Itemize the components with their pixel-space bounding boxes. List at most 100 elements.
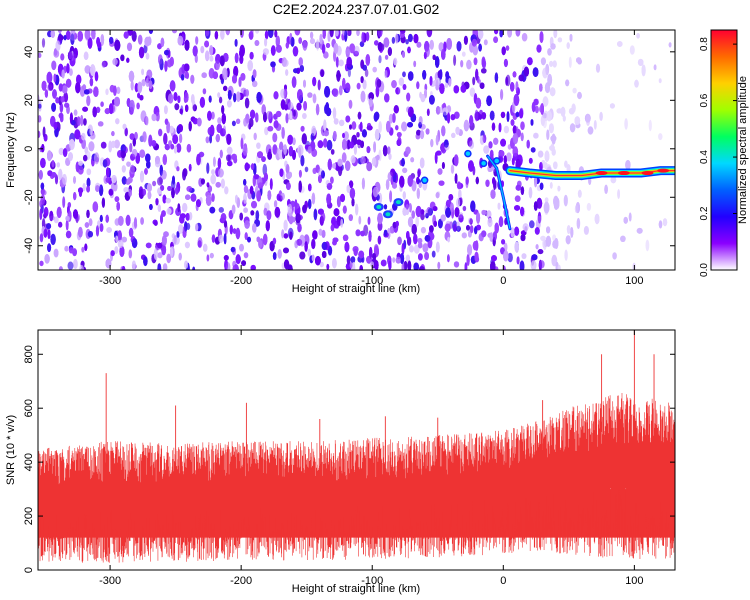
spectrogram-cell xyxy=(547,73,553,86)
spectrogram-cell xyxy=(196,117,202,127)
spectrogram-cell xyxy=(202,88,207,95)
spectrogram-cell xyxy=(353,144,357,155)
spectrogram-cell xyxy=(131,260,136,270)
spectrogram-cell xyxy=(409,245,414,253)
spectrogram-cell xyxy=(424,252,429,260)
spectrogram-cell xyxy=(281,126,285,139)
spectrogram-cell xyxy=(407,216,414,228)
spectrogram-cell xyxy=(547,48,552,56)
spectrogram-cell xyxy=(58,147,64,156)
y-tick-label: 0 xyxy=(23,146,35,152)
spectrogram-cell xyxy=(129,106,134,115)
spectrogram-cell xyxy=(53,121,58,130)
spectrogram-cell xyxy=(117,215,124,226)
spectrogram-cell xyxy=(410,157,415,163)
spectrogram-cell xyxy=(73,192,77,201)
spectrogram-cell xyxy=(450,164,455,174)
spectrogram-cell xyxy=(142,131,147,143)
spectrogram-cell xyxy=(209,45,214,56)
spectrogram-cell xyxy=(218,234,224,243)
spectrogram-cell xyxy=(115,235,119,243)
spectrogram-cell xyxy=(108,188,114,196)
spectrogram-cell xyxy=(114,196,120,203)
signal-blob xyxy=(464,149,472,158)
spectrogram-cell xyxy=(210,174,216,185)
spectrogram-cell xyxy=(296,238,303,246)
spectrogram-cell xyxy=(112,58,118,66)
spectrogram-cell xyxy=(323,119,327,132)
spectrogram-cell xyxy=(569,123,576,133)
spectrogram-cell xyxy=(220,30,225,40)
spectrogram-cell xyxy=(58,34,64,41)
spectrogram-cell xyxy=(550,135,557,142)
spectrogram-cell xyxy=(86,95,91,107)
spectrogram-cell xyxy=(473,57,478,66)
spectrogram-cell xyxy=(298,169,302,178)
spectrogram-cell xyxy=(308,183,312,192)
spectrogram-cell xyxy=(138,186,144,196)
spectrogram-cell xyxy=(455,126,460,135)
spectrogram-cell xyxy=(345,46,350,58)
spectrogram-cell xyxy=(513,94,520,106)
spectrogram-cell xyxy=(273,200,278,208)
spectrogram-cell xyxy=(519,109,524,119)
spectrogram-cell xyxy=(413,233,418,245)
y-tick-label: 200 xyxy=(23,507,35,525)
spectrogram-cell xyxy=(267,190,272,201)
spectrogram-cell xyxy=(99,184,104,197)
spectrogram-cell xyxy=(139,149,146,158)
spectrogram-cell xyxy=(449,202,454,213)
spectrogram-cell xyxy=(304,166,309,173)
spectrogram-cell xyxy=(405,146,411,155)
spectrogram-cell xyxy=(475,240,479,252)
spectrogram-cell xyxy=(340,218,344,228)
spectrogram-cell xyxy=(165,198,171,204)
spectrogram-cell xyxy=(128,227,134,238)
spectrogram-cell xyxy=(542,69,546,77)
spectrogram-cell xyxy=(533,132,539,139)
spectrogram-cell xyxy=(302,113,307,119)
spectrogram-cell xyxy=(283,88,288,98)
spectrogram-cell xyxy=(386,120,391,133)
spectrogram-cell xyxy=(111,140,116,149)
spectrogram-cell xyxy=(215,134,220,143)
spectrogram-cell xyxy=(267,151,272,160)
spectrogram-cell xyxy=(211,193,215,202)
spectrogram-cell xyxy=(503,250,509,262)
spectrogram-cell xyxy=(161,235,167,246)
spectrogram-cell xyxy=(499,30,503,38)
spectrogram-cell xyxy=(392,257,396,263)
spectrogram-cell xyxy=(545,63,550,76)
spectrogram-cell xyxy=(327,30,331,43)
spectrogram-cell xyxy=(108,103,114,115)
spectrogram-cell xyxy=(173,145,178,154)
spectrogram-cell xyxy=(494,72,499,83)
spectrogram-cell xyxy=(245,89,250,97)
spectrogram-cell xyxy=(137,92,141,99)
spectrogram-cell xyxy=(429,95,435,105)
spectrogram-cell xyxy=(530,260,537,270)
spectrogram-cell xyxy=(294,30,301,36)
spectrogram-cell xyxy=(376,154,380,161)
spectrogram-cell xyxy=(518,74,525,82)
spectrogram-cell xyxy=(239,30,244,38)
spectrogram-cell xyxy=(86,168,92,176)
spectrogram-cell xyxy=(38,169,43,180)
spectrogram-cell xyxy=(140,170,144,183)
spectrogram-cell xyxy=(121,236,127,243)
spectrogram-cell xyxy=(610,176,617,184)
spectrogram-cell xyxy=(234,52,239,64)
spectrogram-cell xyxy=(321,251,327,258)
spectrogram-cell xyxy=(407,260,412,270)
colorbar-tick-label: 0.2 xyxy=(699,206,710,220)
spectrogram-cell xyxy=(255,30,260,34)
y-tick-label: 600 xyxy=(23,399,35,417)
spectrogram-cell xyxy=(233,156,238,164)
spectrogram-cell xyxy=(418,242,423,249)
spectrogram-cell xyxy=(483,145,490,154)
spectrogram-cell xyxy=(418,182,422,188)
spectrogram-cell xyxy=(213,156,216,167)
spectrogram-cell xyxy=(211,169,215,175)
spectrogram-cell xyxy=(476,224,481,231)
spectrogram-cell xyxy=(426,30,433,38)
